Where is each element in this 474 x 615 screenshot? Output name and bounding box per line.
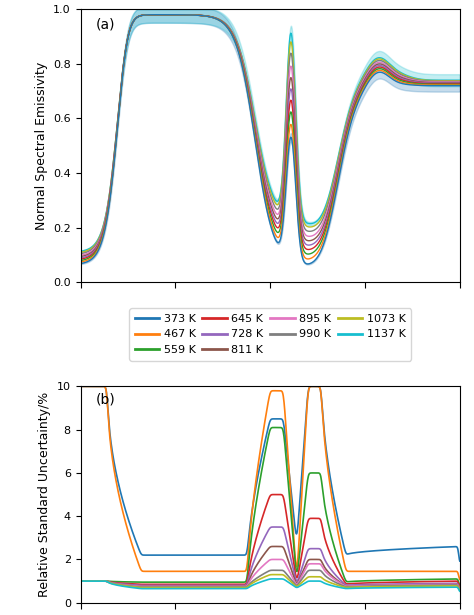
Text: (a): (a) (96, 17, 115, 31)
Y-axis label: Relative Standard Uncertainty/%: Relative Standard Uncertainty/% (38, 392, 51, 597)
Text: (b): (b) (96, 393, 116, 407)
Legend: 373 K, 467 K, 559 K, 645 K, 728 K, 811 K, 895 K, 990 K, 1073 K, 1137 K: 373 K, 467 K, 559 K, 645 K, 728 K, 811 K… (129, 308, 411, 360)
Y-axis label: Normal Spectral Emissivity: Normal Spectral Emissivity (35, 62, 47, 230)
